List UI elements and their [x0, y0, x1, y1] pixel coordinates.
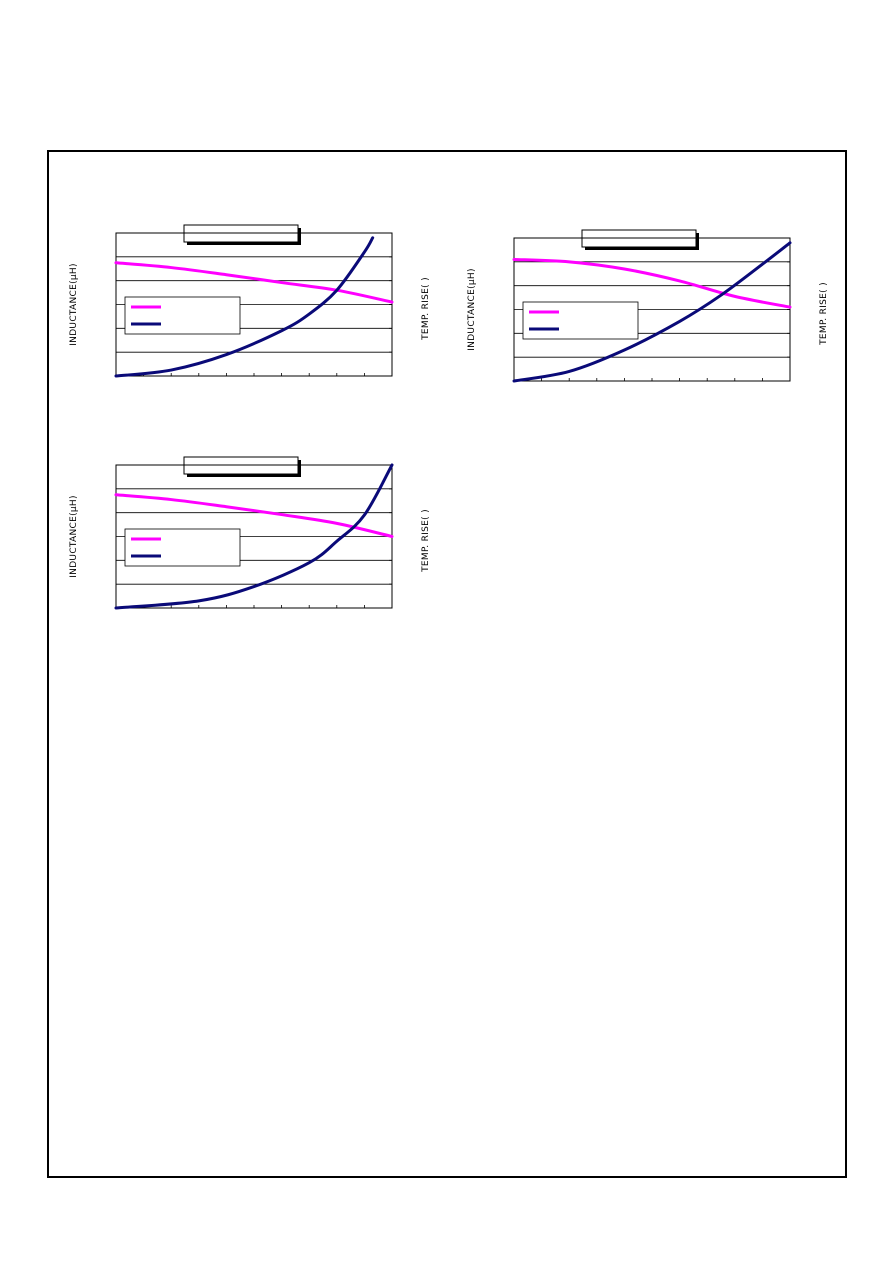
legend-box	[124, 528, 241, 567]
y-axis-label: INDUCTANCE(μH)	[69, 263, 79, 346]
inductance-series-line	[114, 493, 394, 538]
y2-axis-label: TEMP. RISE( )	[421, 277, 431, 341]
inductance-series-line	[114, 261, 394, 304]
inductance-series-line	[512, 257, 792, 309]
temp_rise-series-line	[114, 463, 394, 610]
y-axis-label: INDUCTANCE(μH)	[69, 495, 79, 578]
chart-3: INDUCTANCE(μH) TEMP. RISE( )	[69, 456, 431, 610]
y2-axis-label: TEMP. RISE( )	[819, 282, 829, 346]
chart-1: INDUCTANCE(μH) TEMP. RISE( )	[69, 224, 431, 378]
legend-box	[124, 296, 241, 335]
y-axis-label: INDUCTANCE(μH)	[467, 268, 477, 351]
page-frame	[47, 150, 847, 1178]
chart-2: INDUCTANCE(μH) TEMP. RISE( )	[467, 229, 829, 383]
temp_rise-series-line	[512, 241, 792, 383]
temp_rise-series-line	[114, 236, 375, 378]
legend-box	[522, 301, 639, 340]
y2-axis-label: TEMP. RISE( )	[421, 509, 431, 573]
